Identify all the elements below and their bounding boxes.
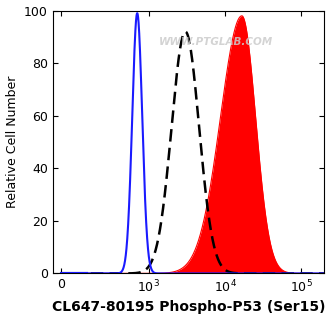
X-axis label: CL647-80195 Phospho-P53 (Ser15): CL647-80195 Phospho-P53 (Ser15) xyxy=(52,300,325,315)
Text: WWW.PTGLAB.COM: WWW.PTGLAB.COM xyxy=(159,37,273,47)
Y-axis label: Relative Cell Number: Relative Cell Number xyxy=(6,76,18,208)
